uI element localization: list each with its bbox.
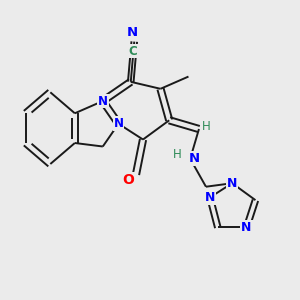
Text: N: N (98, 94, 108, 107)
Text: O: O (122, 173, 134, 188)
Text: H: H (173, 148, 182, 161)
Text: N: N (227, 177, 237, 190)
Text: N: N (242, 221, 252, 234)
Text: N: N (113, 117, 124, 130)
Text: C: C (128, 44, 137, 58)
Text: H: H (202, 120, 211, 133)
Text: N: N (189, 152, 200, 165)
Text: N: N (127, 26, 138, 39)
Text: N: N (205, 191, 215, 204)
